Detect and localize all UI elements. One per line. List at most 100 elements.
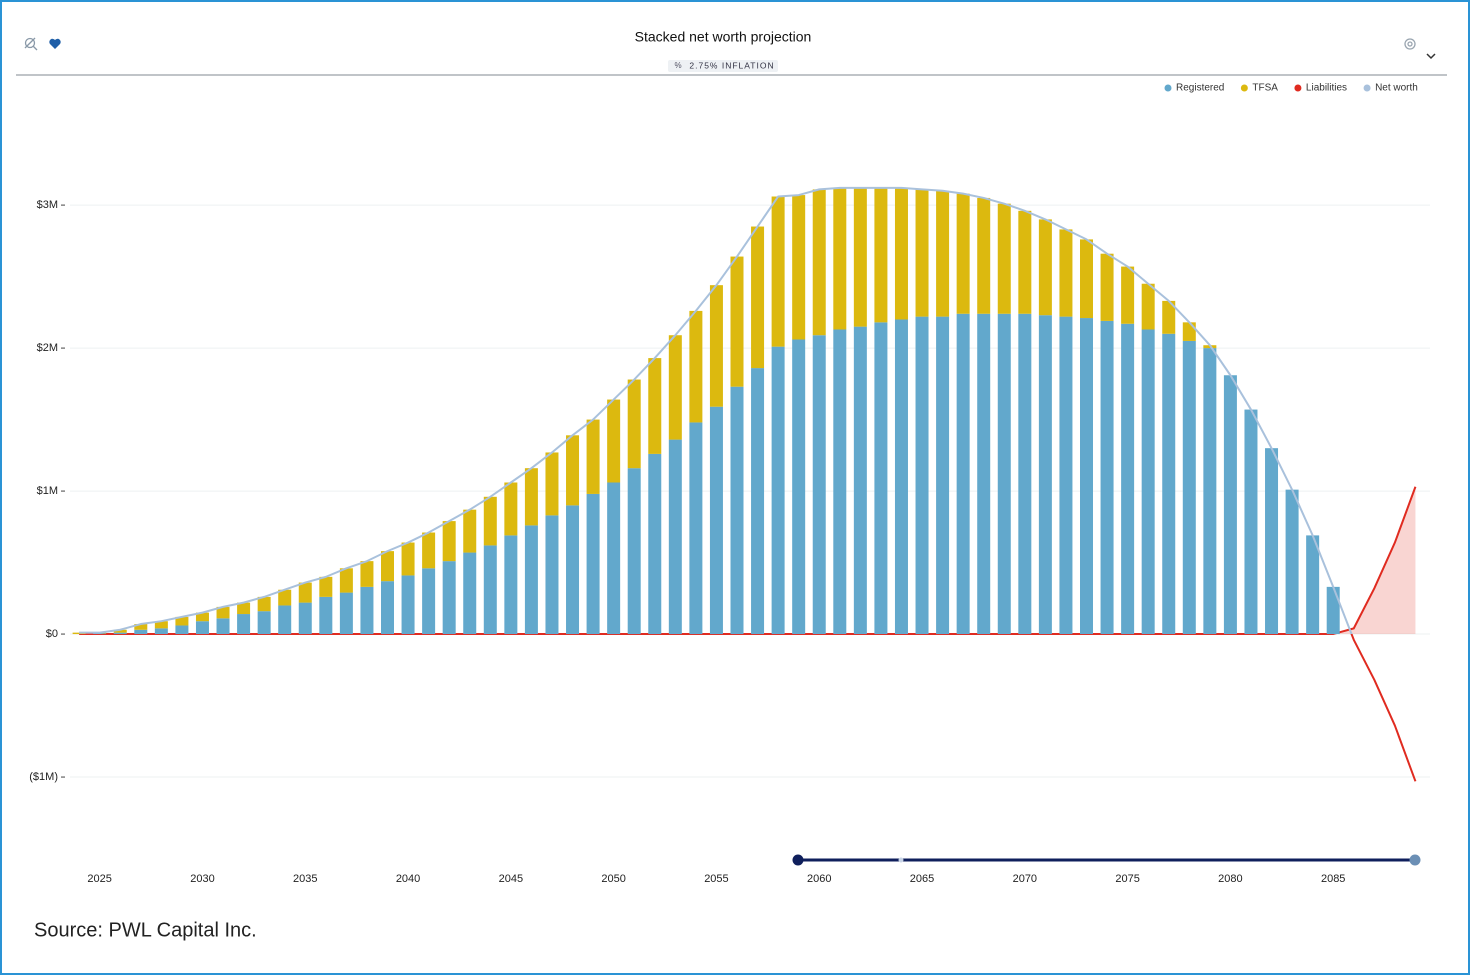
bar-segment (730, 256, 744, 387)
bar-segment (360, 586, 374, 635)
bar-segment (874, 187, 888, 323)
bar-segment (278, 605, 292, 635)
bar-segment (792, 339, 806, 635)
y-tick-label: ($1M) (29, 771, 58, 783)
bar-segment (113, 629, 127, 633)
bar-segment (216, 606, 230, 619)
bar-segment (504, 535, 518, 635)
bar-segment (709, 406, 723, 635)
bar-segment (853, 187, 867, 327)
bar-segment (812, 335, 826, 635)
bar-segment (627, 468, 641, 635)
legend-label: Liabilities (1306, 83, 1347, 94)
bar-segment (422, 532, 436, 569)
bar-segment (627, 379, 641, 469)
bar-segment (915, 316, 929, 635)
bar-segment (298, 602, 312, 635)
bar-segment (1182, 340, 1196, 635)
bar-segment (257, 611, 271, 635)
settings-icon[interactable] (1404, 38, 1416, 50)
source-note: Source: PWL Capital Inc. (34, 919, 257, 941)
plot: ($1M) $0 $1M $2M $3M (29, 199, 1430, 783)
legend-swatch (1164, 84, 1172, 92)
bar-segment (771, 346, 785, 635)
bar-segment (1203, 348, 1217, 635)
bar-segment (381, 551, 394, 582)
bar-segment (792, 195, 806, 340)
bar-segment (936, 316, 950, 635)
bar-segment (237, 614, 251, 635)
range-slider-end[interactable] (1409, 854, 1421, 866)
bar-segment (483, 496, 497, 546)
bar-segment (689, 422, 703, 635)
bar-segment (1244, 409, 1258, 635)
bar-segment (833, 187, 847, 330)
bar-segment (812, 189, 826, 336)
net-worth-line (79, 186, 1417, 782)
liabilities-line (79, 486, 1417, 636)
bar-segment (689, 310, 703, 423)
expand-chevron[interactable] (1426, 53, 1436, 60)
y-tick-label: $0 (46, 628, 58, 640)
y-tick-label: $1M (37, 485, 58, 497)
x-tick-label: 2045 (499, 873, 523, 885)
bar-segment (93, 633, 107, 635)
bar-segment (401, 542, 415, 576)
bar-segment (1285, 489, 1299, 635)
legend-label: Registered (1176, 83, 1224, 94)
bar-segment (1018, 313, 1032, 635)
bar-segment (1162, 333, 1176, 635)
bar-segment (1182, 322, 1196, 341)
bar-segment (1141, 283, 1155, 330)
bar-segment (319, 576, 333, 597)
bar-segment (1080, 239, 1093, 319)
bar-segment (771, 196, 785, 347)
bar-segment (195, 612, 209, 622)
bar-segment (154, 621, 168, 629)
bar-segment (1121, 323, 1135, 635)
bar-segment (1306, 535, 1320, 635)
bar-segment (524, 468, 538, 526)
x-tick-label: 2050 (601, 873, 625, 885)
x-tick-label: 2025 (87, 873, 111, 885)
bar-segment (442, 521, 456, 562)
bar-segment (566, 505, 580, 635)
bar-segment (586, 493, 600, 635)
bar-segment (257, 596, 271, 612)
bar-segment (1121, 266, 1135, 324)
bar-segment (956, 313, 970, 635)
bar-segment (1223, 375, 1237, 635)
range-slider-start[interactable] (792, 854, 804, 866)
bar-segment (134, 624, 148, 630)
bar-segment (319, 596, 333, 635)
x-tick-label: 2075 (1115, 873, 1139, 885)
bar-segment (1265, 448, 1279, 635)
legend-swatch (1240, 84, 1248, 92)
y-tick-label: $3M (37, 199, 58, 211)
bar-segment (586, 419, 600, 494)
bar-segment (874, 322, 888, 635)
bar-segment (237, 602, 251, 615)
x-tick-label: 2035 (293, 873, 317, 885)
range-slider-mid[interactable] (898, 857, 904, 863)
bar-segment (566, 435, 580, 506)
x-tick-label: 2085 (1321, 873, 1345, 885)
x-tick-label: 2030 (190, 873, 214, 885)
bar-segment (1141, 329, 1155, 635)
x-tick-label: 2080 (1218, 873, 1242, 885)
x-tick-label: 2040 (396, 873, 420, 885)
bar-segment (524, 525, 538, 635)
legend-label: Net worth (1375, 83, 1418, 94)
bar-segment (154, 628, 168, 635)
legend-label: TFSA (1252, 83, 1278, 94)
bar-segment (360, 561, 374, 587)
bar-segment (936, 190, 950, 317)
inflation-badge (668, 60, 778, 72)
chart-title: Stacked net worth projection (635, 29, 812, 45)
bar-segment (648, 453, 662, 635)
favorite-icon[interactable] (49, 38, 61, 49)
compare-icon[interactable] (24, 37, 38, 51)
bar-segment (422, 568, 436, 635)
